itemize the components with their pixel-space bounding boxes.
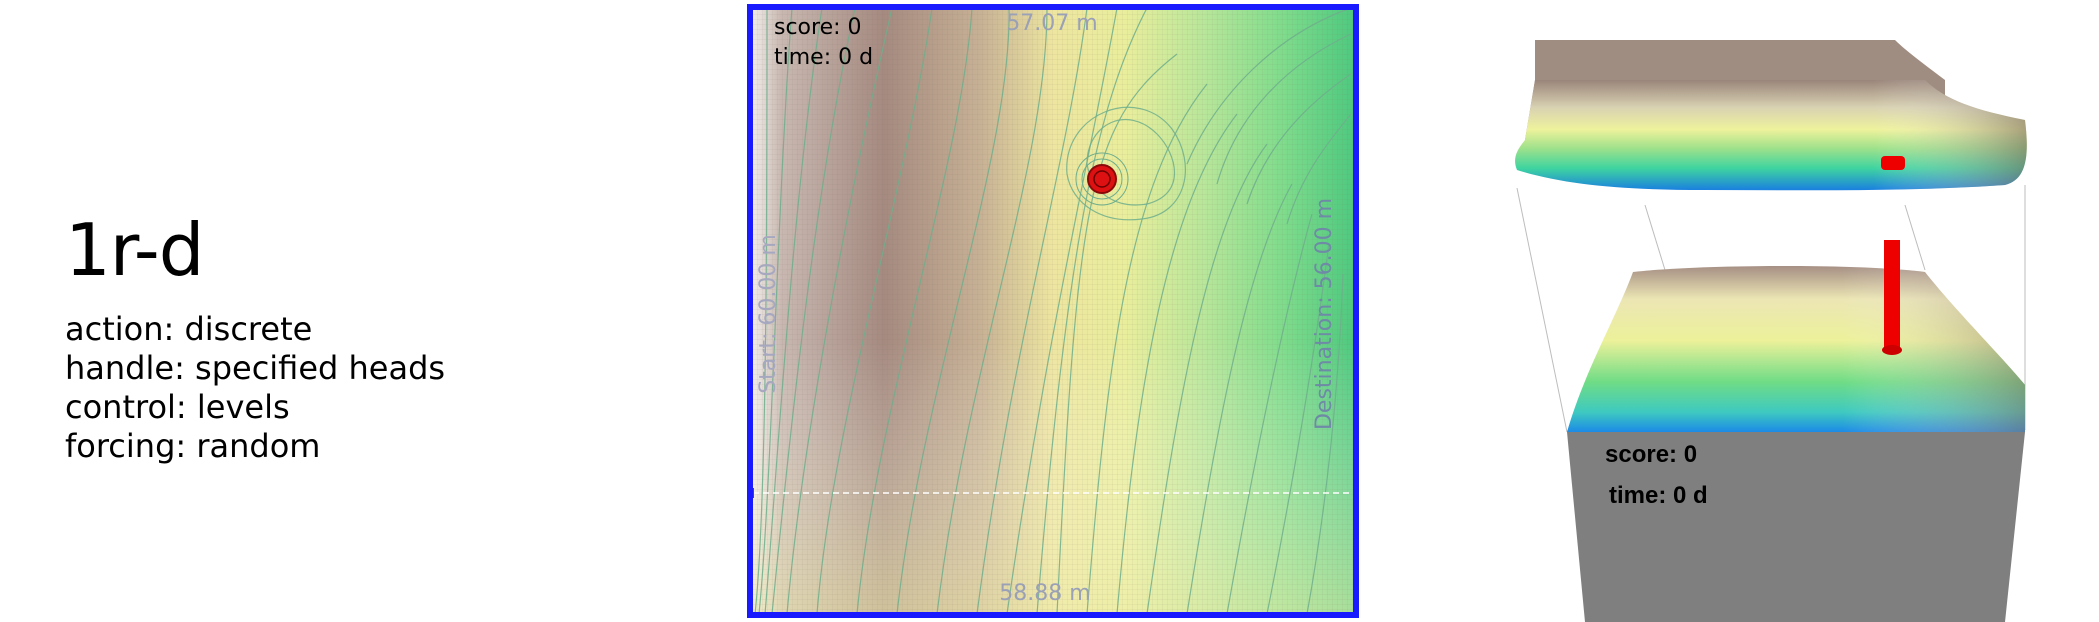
head-contours: [754, 7, 1352, 615]
head-map-canvas[interactable]: score: 0 time: 0 d 57.07 m 58.88 m Start…: [747, 4, 1359, 618]
control-setting: control: levels: [65, 388, 290, 426]
aquifer-3d-canvas[interactable]: score: 0 time: 0 d: [1505, 40, 2045, 622]
view3d-score: score: 0: [1605, 441, 1697, 468]
environment-title: 1r-d: [65, 208, 205, 292]
upper-head-shading: [1515, 80, 2027, 191]
model-grid: [751, 8, 1355, 614]
head-map-2d[interactable]: score: 0 time: 0 d 57.07 m 58.88 m Start…: [747, 4, 1359, 618]
destination-boundary-label: Destination: 56.00 m: [1312, 198, 1337, 430]
well-column[interactable]: [1881, 156, 1905, 355]
forcing-setting: forcing: random: [65, 427, 321, 465]
bottom-boundary-head: 58.88 m: [999, 581, 1090, 606]
aquifer-base: [1567, 432, 2025, 622]
map-score: score: 0: [774, 15, 862, 40]
model-boundary: [747, 4, 1359, 618]
lower-head-shading: [1567, 266, 2025, 432]
top-boundary-head: 57.07 m: [1006, 11, 1097, 36]
action-setting: action: discrete: [65, 310, 313, 348]
handle-setting: handle: specified heads: [65, 349, 446, 387]
environment-info-panel: 1r-d action: discrete handle: specified …: [65, 210, 605, 466]
map-time: time: 0 d: [774, 45, 873, 70]
view3d-time: time: 0 d: [1609, 482, 1708, 509]
extraction-well[interactable]: [1075, 152, 1129, 206]
aquifer-3d-view[interactable]: score: 0 time: 0 d: [1505, 40, 2045, 622]
start-boundary-label: Start: 60.00 m: [756, 234, 781, 394]
